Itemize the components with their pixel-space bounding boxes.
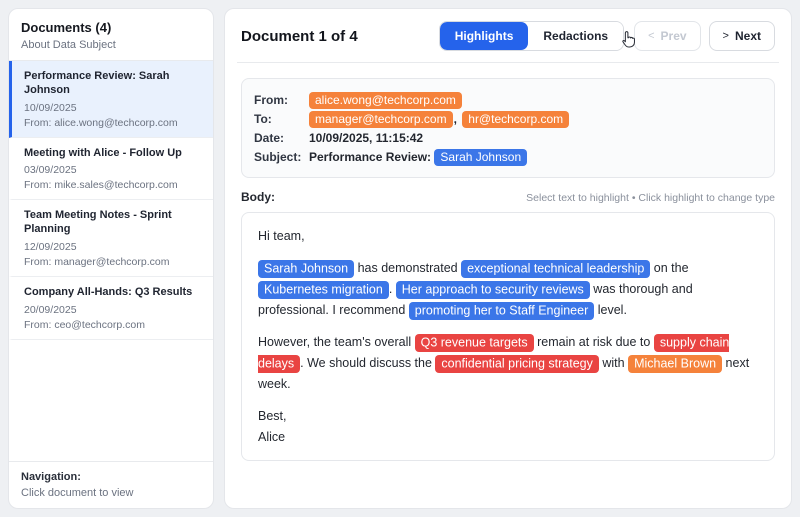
pagination-controls: < Prev > Next — [634, 21, 775, 51]
body-text: . — [388, 282, 396, 296]
document-title: Company All-Hands: Q3 Results — [24, 285, 193, 298]
body-text: with — [598, 356, 629, 370]
next-button[interactable]: > Next — [708, 21, 775, 51]
body-text: Alice — [258, 430, 286, 444]
document-date: 03/09/2025 — [24, 164, 77, 177]
document-title: Performance Review: Sarah Johnson — [24, 70, 170, 96]
email-body[interactable]: Hi team, Sarah Johnson has demonstrated … — [241, 212, 775, 461]
redactions-toggle-button[interactable]: Redactions — [528, 22, 624, 50]
document-from: From: alice.wong@techcorp.com — [24, 116, 178, 129]
chevron-right-icon: > — [722, 30, 729, 42]
body-greeting: Hi team, — [258, 229, 305, 243]
prev-button-label: Prev — [660, 29, 687, 43]
document-date: 12/09/2025 — [24, 240, 77, 253]
to-label: To: — [254, 111, 272, 126]
document-date: 10/09/2025 — [24, 101, 77, 114]
document-title: Team Meeting Notes - Sprint Planning — [24, 209, 172, 235]
highlight-data-subject[interactable]: Her approach to security reviews — [395, 280, 590, 299]
subject-label: Subject: — [254, 149, 302, 164]
highlight-data-subject[interactable]: promoting her to Staff Engineer — [408, 301, 595, 320]
highlight-third-party[interactable]: Michael Brown — [628, 354, 723, 373]
document-list-item-3[interactable]: Team Meeting Notes - Sprint Planning 12/… — [9, 200, 213, 277]
body-text: has demonstrated — [354, 261, 462, 275]
highlight-to-address-1[interactable]: manager@techcorp.com — [309, 110, 453, 128]
highlight-sensitive[interactable]: Q3 revenue targets — [414, 333, 534, 352]
meta-row-from: From: alice.wong@techcorp.com — [254, 90, 762, 109]
body-signoff: Best, Alice — [258, 406, 758, 448]
prev-button[interactable]: < Prev — [634, 21, 701, 51]
document-from: From: ceo@techcorp.com — [24, 318, 145, 331]
body-text: . We should discuss the — [300, 356, 436, 370]
body-text: Best, — [258, 409, 287, 423]
body-text: next week. — [258, 356, 750, 391]
header-divider — [237, 62, 779, 63]
body-text: was thorough and professional. I recomme… — [258, 282, 693, 317]
body-text: remain at risk due to — [533, 335, 654, 349]
email-metadata-card: From: alice.wong@techcorp.com To: manage… — [241, 78, 775, 178]
subject-prefix: Performance Review: — [309, 149, 432, 164]
document-list-item-1[interactable]: Performance Review: Sarah Johnson 10/09/… — [9, 61, 213, 138]
sidebar-subtitle: About Data Subject — [21, 39, 116, 51]
body-paragraph-1: Sarah Johnson has demonstrated exception… — [258, 258, 758, 321]
highlights-toggle-button[interactable]: Highlights — [439, 22, 529, 50]
body-header-row: Body: Select text to highlight • Click h… — [241, 190, 775, 204]
page-title: Document 1 of 4 — [241, 27, 358, 45]
navigation-hint: Click document to view — [21, 487, 134, 499]
from-label: From: — [254, 92, 288, 107]
chevron-left-icon: < — [648, 30, 655, 42]
date-value: 10/09/2025, 11:15:42 — [309, 130, 424, 145]
header-controls: Highlights Redactions < Prev > Next — [438, 21, 775, 51]
viewer-header: Document 1 of 4 Highlights Redactions < … — [241, 21, 775, 51]
meta-row-date: Date: 10/09/2025, 11:15:42 — [254, 128, 762, 147]
navigation-label: Navigation: — [21, 471, 81, 483]
highlight-data-subject[interactable]: Sarah Johnson — [258, 259, 355, 278]
body-text: on the — [650, 261, 689, 275]
documents-sidebar: Documents (4) About Data Subject Perform… — [8, 8, 214, 509]
meta-row-to: To: manager@techcorp.com, hr@techcorp.co… — [254, 109, 762, 128]
document-list: Performance Review: Sarah Johnson 10/09/… — [9, 61, 213, 461]
highlight-to-address-2[interactable]: hr@techcorp.com — [462, 110, 570, 128]
body-paragraph-2: However, the team's overall Q3 revenue t… — [258, 332, 758, 395]
document-viewer-panel: Document 1 of 4 Highlights Redactions < … — [224, 8, 792, 509]
meta-row-subject: Subject: Performance Review: Sarah Johns… — [254, 147, 762, 166]
highlight-subject-name[interactable]: Sarah Johnson — [434, 148, 528, 166]
sidebar-header: Documents (4) About Data Subject — [9, 9, 213, 61]
sidebar-footer: Navigation: Click document to view — [9, 461, 213, 508]
highlight-data-subject[interactable]: Kubernetes migration — [258, 280, 389, 299]
document-date: 20/09/2025 — [24, 303, 77, 316]
to-separator: , — [453, 111, 457, 126]
document-list-item-2[interactable]: Meeting with Alice - Follow Up 03/09/202… — [9, 138, 213, 201]
document-from: From: mike.sales@techcorp.com — [24, 179, 178, 192]
highlight-instructions: Select text to highlight • Click highlig… — [526, 192, 775, 204]
view-mode-toggle: Highlights Redactions — [438, 21, 625, 51]
highlight-sensitive[interactable]: confidential pricing strategy — [435, 354, 599, 373]
highlight-from-address[interactable]: alice.wong@techcorp.com — [309, 91, 462, 109]
body-text: level. — [594, 303, 627, 317]
body-text: However, the team's overall — [258, 335, 415, 349]
document-list-item-4[interactable]: Company All-Hands: Q3 Results 20/09/2025… — [9, 277, 213, 340]
body-label: Body: — [241, 190, 275, 204]
date-label: Date: — [254, 130, 285, 145]
sidebar-title: Documents (4) — [21, 20, 112, 35]
document-title: Meeting with Alice - Follow Up — [24, 146, 182, 159]
next-button-label: Next — [734, 29, 761, 43]
highlight-data-subject[interactable]: exceptional technical leadership — [461, 259, 651, 278]
document-from: From: manager@techcorp.com — [24, 255, 170, 268]
